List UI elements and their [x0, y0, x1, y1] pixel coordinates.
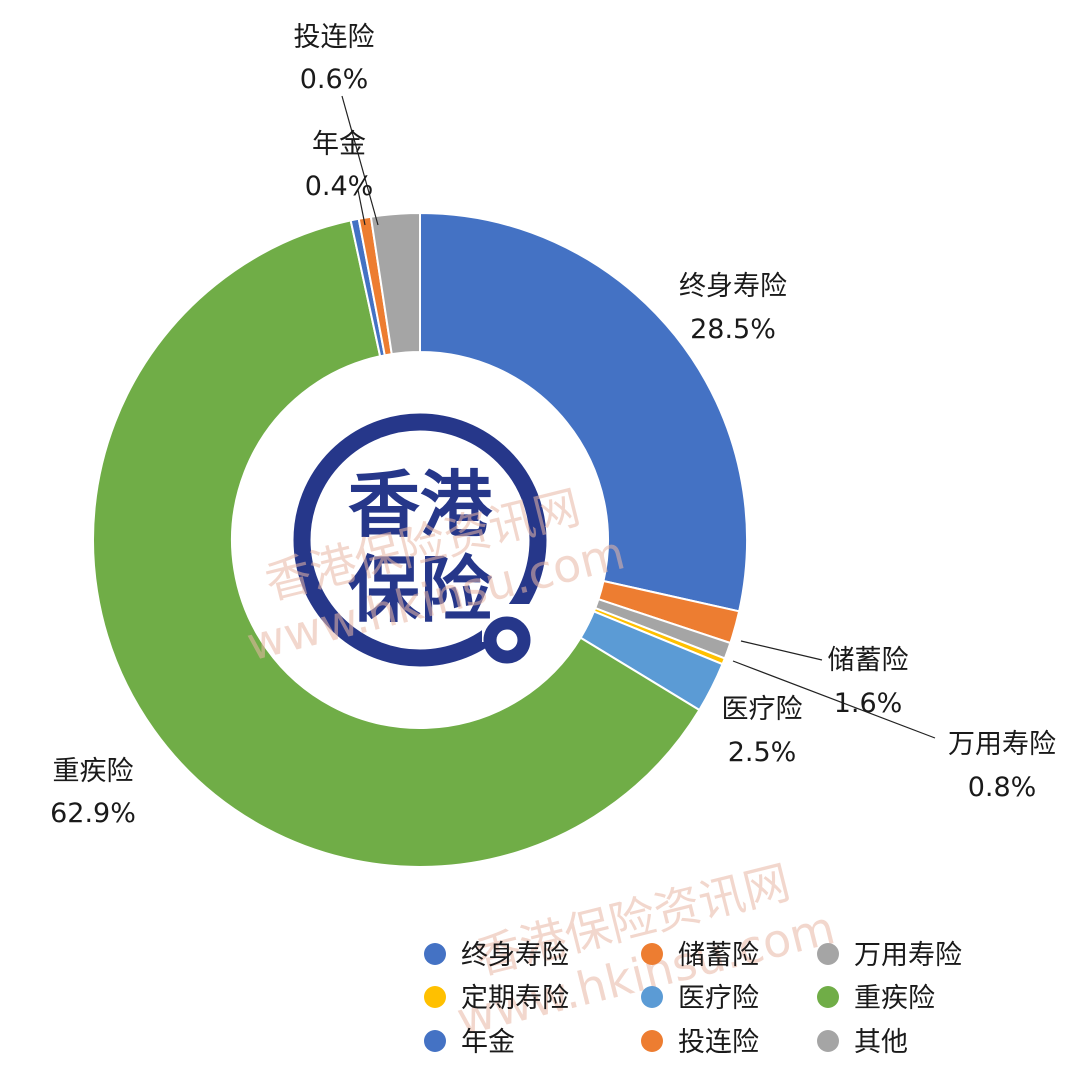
legend-label-6: 年金: [461, 1027, 515, 1058]
legend-marker-1: [641, 943, 663, 965]
legend-label-4: 医疗险: [678, 983, 759, 1014]
data-label-name-5: 重疾险: [53, 756, 134, 787]
leader-line-2: [732, 660, 936, 739]
legend-marker-4: [641, 986, 663, 1008]
data-label-value-5: 62.9%: [50, 798, 136, 829]
data-label-name-7: 投连险: [294, 22, 375, 53]
legend-label-2: 万用寿险: [854, 940, 962, 971]
data-label-name-0: 终身寿险: [679, 271, 787, 302]
logo-line2: 保险: [348, 548, 493, 632]
legend-marker-5: [817, 986, 839, 1008]
data-label-name-4: 医疗险: [722, 694, 803, 725]
logo-line1: 香港: [348, 463, 493, 547]
logo-dot: [483, 616, 531, 664]
data-label-value-0: 28.5%: [690, 314, 776, 345]
center-logo: 香港 保险: [293, 413, 547, 667]
slices-group: [92, 211, 748, 868]
legend-marker-0: [424, 943, 446, 965]
leader-line-1: [740, 640, 823, 661]
data-label-name-2: 万用寿险: [948, 729, 1056, 760]
legend-marker-6: [424, 1030, 446, 1052]
legend-marker-8: [817, 1030, 839, 1052]
legend-label-7: 投连险: [678, 1027, 759, 1058]
data-label-value-1: 1.6%: [834, 688, 903, 719]
legend-marker-3: [424, 986, 446, 1008]
data-label-value-6: 0.4%: [305, 171, 374, 202]
legend-marker-2: [817, 943, 839, 965]
data-label-value-7: 0.6%: [300, 64, 369, 95]
legend-label-5: 重疾险: [854, 983, 935, 1014]
slice-0: [419, 211, 748, 613]
data-label-name-6: 年金: [312, 129, 366, 160]
data-label-name-1: 储蓄险: [828, 645, 909, 676]
leader-line-6: [357, 189, 366, 226]
legend-label-0: 终身寿险: [461, 940, 569, 971]
leader-lines: [341, 95, 936, 739]
data-label-value-2: 0.8%: [968, 772, 1037, 803]
legend-marker-7: [641, 1030, 663, 1052]
legend-label-3: 定期寿险: [461, 983, 569, 1014]
slice-8: [369, 211, 421, 356]
legend-label-1: 储蓄险: [678, 940, 759, 971]
leader-line-7: [341, 95, 379, 226]
logo-ring: [293, 413, 547, 667]
data-label-value-4: 2.5%: [728, 737, 797, 768]
data-labels: 终身寿险 28.5% 储蓄险 1.6% 万用寿险 0.8% 医疗险 2.5% 重疾险 62.9% 年…: [50, 22, 1056, 829]
legend-label-8: 其他: [854, 1027, 908, 1058]
slice-5: [92, 219, 701, 868]
